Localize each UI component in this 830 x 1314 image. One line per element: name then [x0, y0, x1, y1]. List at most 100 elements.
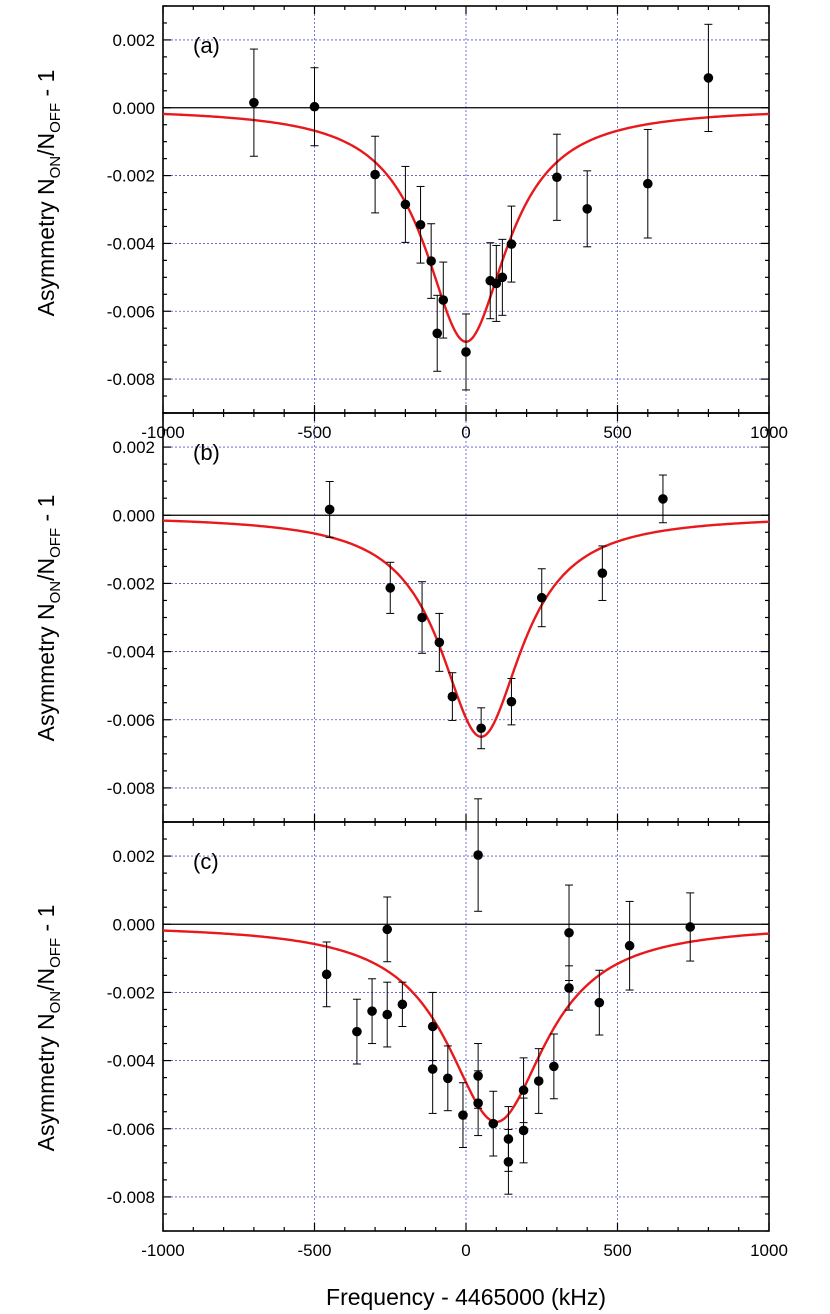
data-point [476, 707, 486, 750]
data-point [434, 612, 445, 672]
data-point [417, 581, 427, 654]
y-axis-title-suffix: - 1 [33, 70, 59, 103]
data-marker [417, 612, 427, 623]
data-point [533, 1048, 544, 1114]
data-point [367, 978, 377, 1045]
data-marker [518, 1085, 529, 1096]
data-point [443, 1045, 453, 1112]
data-marker [597, 568, 608, 578]
y-tick-label: -0.004 [107, 234, 155, 253]
y-tick-label: -0.008 [107, 1188, 155, 1207]
x-tick-label: -500 [297, 423, 331, 442]
data-marker [497, 272, 508, 283]
data-marker [476, 723, 486, 734]
data-marker [536, 592, 547, 603]
data-point [488, 1090, 499, 1157]
y-tick-label: 0.002 [112, 438, 155, 457]
y-axis-title-suffix: - 1 [33, 905, 59, 938]
data-marker [438, 295, 449, 305]
y-axis-title-sub1: ON [47, 581, 64, 604]
data-point [324, 481, 335, 538]
data-marker [488, 1118, 499, 1129]
data-marker [624, 940, 635, 951]
data-marker [367, 1006, 377, 1016]
data-point [397, 981, 408, 1027]
data-point [426, 223, 436, 299]
y-axis-title-sub2: OFF [47, 103, 64, 133]
x-tick-label: 500 [603, 1241, 631, 1260]
data-marker [564, 927, 574, 938]
panel-a: -0.008-0.006-0.004-0.0020.0000.002-1000-… [107, 5, 788, 442]
y-axis-title-prefix: Asymmetry N [33, 603, 59, 741]
panel-label: (b) [193, 440, 220, 465]
data-marker [473, 850, 483, 860]
y-axis-title-sub1: ON [47, 156, 64, 179]
data-marker [382, 1009, 393, 1020]
data-point [415, 185, 426, 264]
data-point [497, 238, 508, 316]
y-tick-label: -0.006 [107, 302, 155, 321]
data-point [427, 1024, 438, 1114]
data-marker [400, 199, 411, 210]
data-marker [643, 178, 653, 189]
y-axis-title-suffix: - 1 [33, 495, 59, 528]
y-tick-label: -0.008 [107, 370, 155, 389]
y-axis-title-c: Asymmetry NON/NOFF - 1 [33, 905, 64, 1152]
y-axis-title-a: Asymmetry NON/NOFF - 1 [33, 70, 64, 317]
data-point [400, 165, 411, 243]
data-point [597, 545, 608, 601]
data-marker [249, 97, 259, 108]
data-marker [473, 1098, 483, 1108]
y-axis-title-sub2: OFF [47, 938, 64, 968]
data-marker [352, 1026, 362, 1037]
data-marker [458, 1110, 468, 1120]
x-axis-title: Frequency - 4465000 (kHz) [326, 1284, 606, 1310]
data-marker [415, 219, 426, 230]
x-tick-label: 0 [461, 423, 470, 442]
y-tick-label: -0.002 [107, 574, 155, 593]
data-marker [564, 983, 574, 993]
y-tick-label: -0.006 [107, 711, 155, 730]
data-point [503, 1128, 514, 1195]
data-point [703, 23, 714, 132]
data-point [594, 969, 605, 1036]
panel-label: (c) [193, 849, 219, 874]
data-marker [447, 691, 458, 702]
data-point [461, 313, 471, 391]
data-point [549, 1033, 559, 1100]
data-point [370, 135, 380, 214]
y-tick-label: 0.002 [112, 31, 155, 50]
data-marker [506, 239, 517, 249]
y-axis-title-mid: /N [33, 558, 59, 581]
y-tick-label: -0.004 [107, 643, 155, 662]
data-marker [309, 101, 320, 112]
y-tick-label: -0.002 [107, 983, 155, 1002]
data-point [685, 892, 696, 962]
data-marker [506, 696, 517, 707]
data-point [643, 128, 653, 239]
data-marker [427, 1064, 438, 1074]
y-axis-title-mid: /N [33, 133, 59, 156]
y-axis-title-prefix: Asymmetry N [33, 1013, 59, 1151]
data-point [352, 998, 362, 1065]
data-point [624, 900, 635, 991]
data-marker [685, 922, 696, 932]
data-point [506, 678, 517, 726]
x-tick-label: -1000 [141, 1241, 184, 1260]
data-marker [503, 1157, 514, 1167]
data-point [382, 896, 393, 963]
panel-c: -0.008 -0.006 -0.004 -0.002 0.000 0.002 -1000 -… [107, 798, 788, 1260]
x-tick-label: 1000 [750, 1241, 788, 1260]
y-tick-label: 0.000 [112, 506, 155, 525]
data-marker [385, 583, 396, 593]
data-marker [594, 997, 605, 1008]
data-marker [552, 172, 562, 183]
data-point [491, 244, 502, 322]
data-point [432, 294, 443, 372]
y-tick-label: -0.002 [107, 167, 155, 186]
data-marker [324, 504, 335, 515]
data-marker [491, 278, 502, 289]
data-point [473, 1070, 483, 1137]
y-tick-label: -0.004 [107, 1052, 155, 1071]
